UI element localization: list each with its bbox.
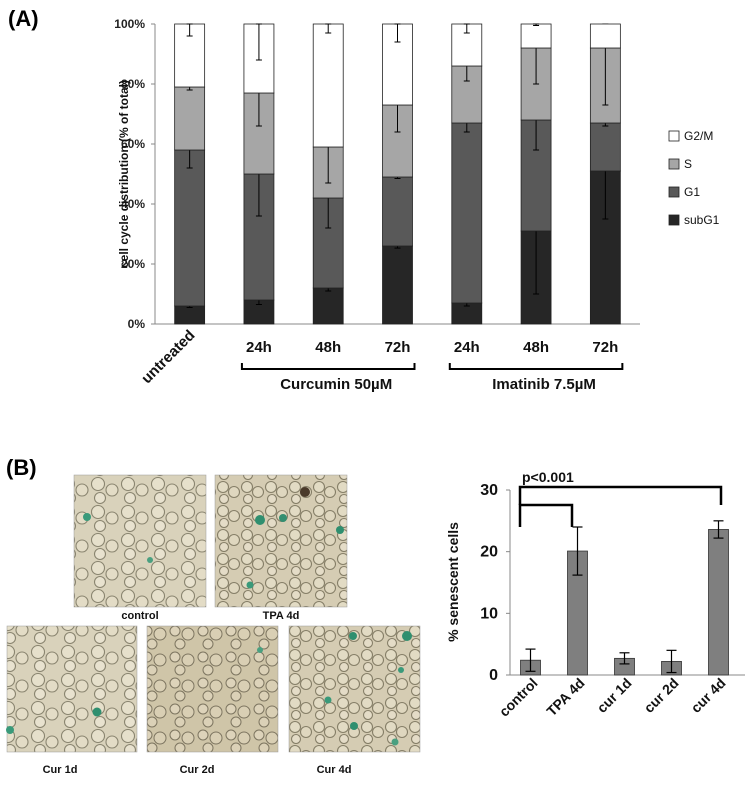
legend-swatch — [668, 158, 680, 170]
bracket-control-tpa — [518, 503, 574, 527]
x-tick-label: 24h — [454, 339, 480, 356]
x-tick-label: TPA 4d — [543, 675, 587, 719]
bar-segment-g1-3 — [382, 176, 413, 247]
y-tick-label: 20 — [480, 544, 498, 561]
group-label: Curcumin 50µM — [280, 376, 392, 393]
bar-segment-g2m-6 — [589, 23, 621, 49]
stain-spot — [255, 515, 265, 525]
x-tick-label: cur 2d — [641, 675, 682, 716]
micrograph-cur-2d — [146, 625, 279, 753]
micrograph-caption-tpa-4d: TPA 4d — [263, 610, 300, 622]
y-axis-label: cell cycle distribution (% of total) — [117, 80, 131, 268]
micrograph-cur-4d — [288, 625, 421, 753]
y-tick-label: 60% — [121, 137, 145, 151]
stain-spot — [6, 726, 14, 734]
micrograph-grid: control TPA 4d Cur 1d Cur 2d Cur 4d — [6, 474, 421, 776]
micrograph-caption-cur-4d: Cur 4d — [317, 764, 352, 776]
bar-segment-g1-6 — [589, 122, 621, 172]
y-axis-label: % senescent cells — [445, 522, 461, 642]
bar-segment-subg1-0 — [174, 305, 206, 325]
y-tick-label: 80% — [121, 77, 145, 91]
y-tick-label: 40% — [121, 197, 145, 211]
cell-cycle-stacked-bar-chart: 0% 20% 40% 60% 80% 100% untreated 24h 48h 72h 24h… — [114, 17, 719, 393]
x-tick-label: 48h — [315, 339, 341, 356]
legend-swatch — [668, 186, 680, 198]
panel-a-label: (A) — [8, 6, 39, 31]
stain-spot — [92, 707, 102, 717]
bar-cur4d — [708, 529, 729, 676]
y-tick-label: 0 — [489, 667, 498, 684]
x-tick-label: 48h — [523, 339, 549, 356]
stain-spot — [279, 514, 287, 522]
y-tick-label: 0% — [128, 317, 146, 331]
bar-segment-g1-4 — [451, 122, 483, 304]
micrograph-caption-cur-2d: Cur 2d — [180, 764, 215, 776]
panel-b-label: (B) — [6, 455, 37, 480]
stain-spot — [349, 632, 357, 640]
y-tick-label: 100% — [114, 17, 145, 31]
stain-spot — [391, 738, 399, 746]
group-label: Imatinib 7.5µM — [492, 376, 596, 393]
legend-label: G2/M — [684, 129, 713, 143]
bracket-control-cur4d — [518, 485, 723, 505]
stain-spot — [257, 647, 263, 653]
micrograph-caption-control: control — [121, 610, 158, 622]
x-tick-label: untreated — [138, 327, 198, 387]
legend-label: subG1 — [684, 213, 720, 227]
micrograph-tpa-4d — [214, 474, 348, 608]
x-tick-label: 72h — [385, 339, 411, 356]
bar-segment-subg1-2 — [312, 287, 344, 325]
micrograph-caption-cur-1d: Cur 1d — [43, 764, 78, 776]
legend-label: G1 — [684, 185, 700, 199]
bar-segment-g2m-5 — [520, 23, 552, 49]
bar-segment-subg1-3 — [382, 245, 413, 325]
stain-spot — [147, 557, 153, 563]
x-tick-label: 24h — [246, 339, 272, 356]
bar-segment-g2m-2 — [312, 23, 344, 148]
micrograph-cur-1d — [6, 625, 138, 753]
stain-spot — [402, 631, 412, 641]
group-bracket — [448, 363, 624, 370]
bar-segment-s-0 — [174, 86, 206, 151]
stain-spot — [246, 581, 254, 589]
legend-label: S — [684, 157, 692, 171]
y-tick-label: 30 — [480, 482, 498, 499]
stain-spot — [324, 696, 332, 704]
legend-swatch — [668, 214, 680, 226]
micrograph-control — [73, 474, 207, 608]
y-tick-label: 20% — [121, 257, 145, 271]
significance-brackets: p<0.001 — [518, 469, 723, 527]
stain-spot — [350, 722, 358, 730]
stain-spot — [83, 513, 91, 521]
x-tick-label: cur 4d — [688, 675, 729, 716]
x-tick-label: cur 1d — [594, 675, 635, 716]
p-value-label: p<0.001 — [522, 469, 574, 485]
dark-spot — [300, 487, 310, 497]
group-bracket — [240, 363, 416, 370]
x-tick-label: control — [496, 675, 541, 720]
y-tick-label: 10 — [480, 605, 498, 622]
stain-spot — [336, 526, 344, 534]
legend-swatch — [668, 130, 680, 142]
stain-spot — [398, 667, 404, 673]
legend: G2/M S G1 subG1 — [668, 129, 720, 227]
bar-segment-g1-0 — [174, 149, 206, 307]
x-tick-label: 72h — [592, 339, 618, 356]
